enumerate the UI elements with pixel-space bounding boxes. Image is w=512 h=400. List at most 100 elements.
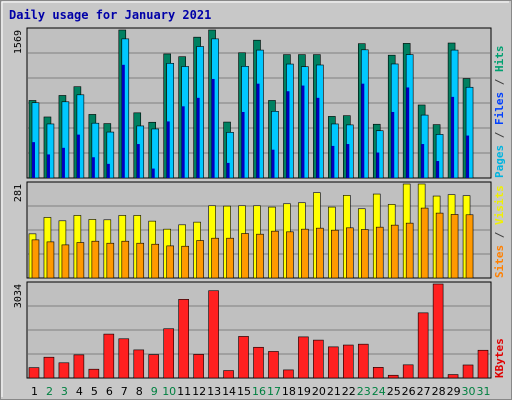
bar-sites-day-2 (46, 241, 55, 279)
bar-pages-day-27 (421, 144, 425, 178)
bar-kbytes-day-17 (268, 351, 279, 379)
bar-pages-day-4 (76, 134, 80, 178)
bar-pages-day-6 (106, 163, 110, 178)
bar-sites-day-18 (286, 231, 294, 279)
bar-kbytes-day-11 (178, 299, 189, 379)
bar-kbytes-day-30 (462, 364, 474, 379)
bar-pages-day-17 (271, 149, 275, 178)
day-label: 9 (151, 385, 158, 398)
bar-kbytes-day-7 (118, 338, 130, 379)
panel-1-max-label: 1569 (13, 30, 24, 54)
bar-kbytes-day-28 (432, 283, 444, 379)
bar-kbytes-day-9 (148, 354, 160, 379)
bar-kbytes-day-5 (88, 368, 100, 379)
day-label: 24 (372, 385, 386, 398)
legend-item: Files (493, 92, 506, 125)
bar-kbytes-day-12 (193, 354, 204, 379)
bar-kbytes-day-29 (447, 374, 459, 379)
bar-files-day-2 (46, 123, 55, 179)
bar-files-day-17 (271, 111, 279, 179)
bar-files-day-3 (61, 101, 70, 179)
day-label: 7 (121, 385, 128, 398)
bar-sites-day-1 (31, 239, 40, 279)
bar-sites-day-17 (271, 230, 279, 279)
bar-sites-day-7 (121, 240, 130, 279)
day-label: 15 (237, 385, 251, 398)
bar-sites-day-9 (151, 243, 160, 279)
bar-kbytes-day-19 (298, 336, 309, 379)
day-label: 5 (91, 385, 98, 398)
legend-item: Pages (493, 145, 506, 178)
bar-sites-day-30 (465, 214, 474, 279)
legend-item: KBytes (493, 338, 506, 378)
legend-item: Sites (493, 245, 506, 278)
bar-kbytes-day-4 (73, 354, 85, 379)
bar-files-day-30 (465, 86, 474, 179)
bar-kbytes-day-31 (477, 349, 489, 379)
bar-pages-day-16 (256, 83, 260, 178)
panel-3-legend: KBytes (493, 338, 506, 378)
bar-kbytes-day-6 (103, 333, 115, 379)
bar-pages-day-24 (376, 152, 380, 178)
day-label: 29 (447, 385, 461, 398)
bar-pages-day-2 (46, 154, 50, 178)
day-label: 19 (297, 385, 311, 398)
day-label: 31 (477, 385, 491, 398)
day-label: 23 (357, 385, 371, 398)
day-label: 20 (312, 385, 326, 398)
day-label: 12 (192, 385, 206, 398)
bar-pages-day-3 (61, 147, 65, 178)
bar-sites-day-11 (181, 245, 189, 279)
chart-title: Daily usage for January 2021 (9, 8, 211, 22)
day-label: 6 (106, 385, 113, 398)
day-label: 8 (136, 385, 143, 398)
bar-kbytes-day-13 (208, 290, 219, 379)
bar-pages-day-18 (286, 91, 290, 178)
bar-pages-day-29 (451, 96, 455, 178)
bar-files-day-1 (31, 102, 40, 179)
day-label: 1 (31, 385, 38, 398)
bar-sites-day-21 (331, 229, 339, 279)
bar-sites-day-6 (106, 242, 115, 279)
bar-files-day-6 (106, 131, 115, 179)
day-label: 27 (417, 385, 431, 398)
day-label: 4 (76, 385, 83, 398)
bar-pages-day-9 (151, 168, 155, 178)
day-label: 26 (402, 385, 416, 398)
bar-sites-day-5 (91, 240, 100, 279)
bar-kbytes-day-2 (43, 356, 55, 379)
bar-sites-day-22 (346, 227, 354, 279)
bar-sites-day-27 (420, 207, 429, 279)
bar-sites-day-4 (76, 242, 85, 279)
bar-pages-day-21 (331, 145, 335, 178)
legend-item: Hits (493, 46, 506, 73)
bar-pages-day-23 (361, 83, 365, 178)
bar-pages-day-25 (391, 111, 395, 178)
bar-pages-day-30 (466, 135, 470, 178)
bar-sites-day-12 (196, 240, 204, 279)
day-label: 28 (432, 385, 446, 398)
bar-pages-day-22 (346, 144, 350, 178)
day-label: 22 (342, 385, 356, 398)
bar-kbytes-day-25 (387, 374, 399, 379)
bar-sites-day-16 (256, 233, 264, 279)
bar-pages-day-1 (32, 142, 35, 178)
bar-sites-day-25 (390, 224, 399, 279)
day-label: 30 (462, 385, 476, 398)
bar-sites-day-19 (301, 228, 309, 279)
bar-kbytes-day-23 (357, 343, 369, 379)
day-label: 21 (327, 385, 341, 398)
day-label: 18 (282, 385, 296, 398)
bar-pages-day-5 (91, 157, 95, 178)
bar-pages-day-26 (406, 87, 410, 178)
bar-files-day-28 (435, 134, 444, 179)
day-label: 2 (46, 385, 53, 398)
panel-1-legend: Pages / Files / Hits (493, 46, 506, 179)
bar-sites-day-3 (61, 244, 70, 279)
bar-kbytes-day-20 (313, 339, 324, 379)
bar-sites-day-28 (435, 212, 444, 279)
bar-kbytes-day-10 (163, 328, 174, 379)
bar-pages-day-19 (301, 85, 305, 178)
